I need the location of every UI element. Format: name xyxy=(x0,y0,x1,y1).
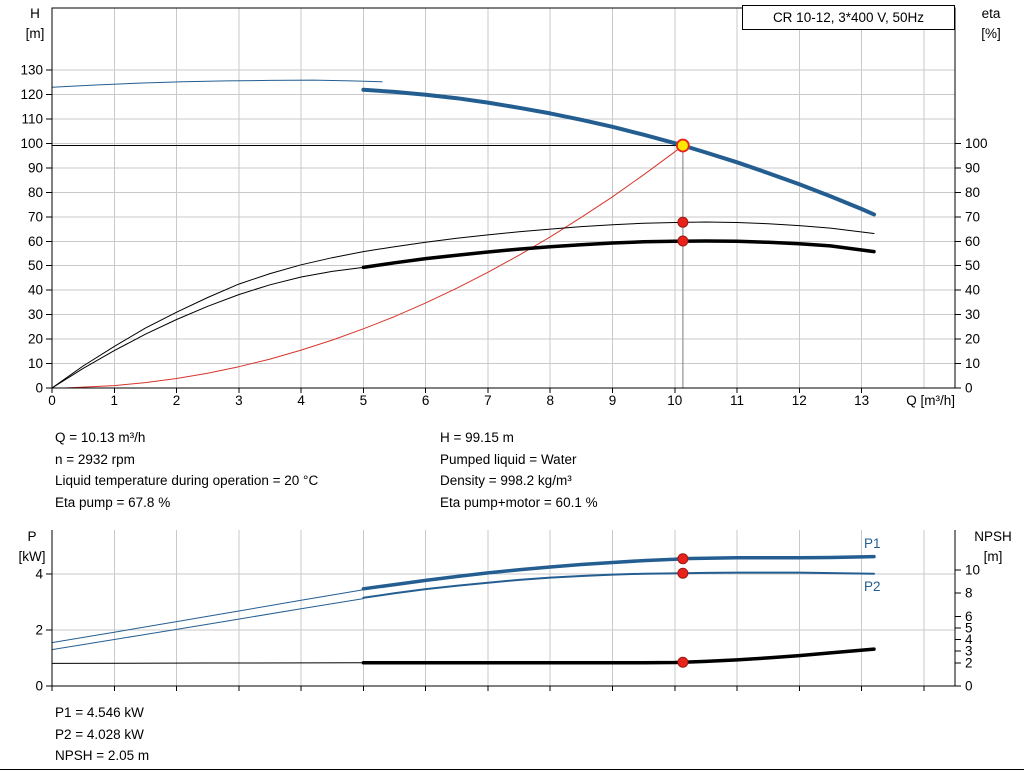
p1-curve-label: P1 xyxy=(864,536,881,551)
bottom-divider xyxy=(0,769,1024,770)
svg-text:1: 1 xyxy=(111,393,119,408)
svg-text:5: 5 xyxy=(360,393,368,408)
p2-curve-label: P2 xyxy=(864,579,881,594)
svg-text:12: 12 xyxy=(792,393,807,408)
svg-text:50: 50 xyxy=(28,258,43,273)
info-density: Density = 998.2 kg/m³ xyxy=(440,473,572,488)
svg-text:9: 9 xyxy=(609,393,617,408)
hq-eta-chart-canvas: 0 1 2 3 4 5 6 7 8 9 10 11 12 130102030405060708090100… xyxy=(20,7,988,408)
pump-model-box: CR 10-12, 3*400 V, 50Hz xyxy=(742,5,955,30)
npsh-axis-unit: [m] xyxy=(983,549,1003,564)
eta-axis-unit: [%] xyxy=(981,26,1001,41)
svg-text:4: 4 xyxy=(965,632,973,647)
h-axis-unit: [m] xyxy=(25,26,45,41)
svg-text:6: 6 xyxy=(422,393,430,408)
svg-text:5: 5 xyxy=(965,620,973,635)
duty-info-right-column: H = 99.15 m Pumped liquid = Water Densit… xyxy=(440,427,598,513)
svg-text:50: 50 xyxy=(965,258,980,273)
svg-text:90: 90 xyxy=(28,160,43,175)
power-info-column: P1 = 4.546 kW P2 = 4.028 kW NPSH = 2.05 … xyxy=(55,702,149,767)
svg-text:100: 100 xyxy=(965,136,988,151)
svg-text:3: 3 xyxy=(235,393,243,408)
info-liquid-temperature: Liquid temperature during operation = 20… xyxy=(55,473,319,488)
svg-text:0: 0 xyxy=(48,393,56,408)
info-eta-pump: Eta pump = 67.8 % xyxy=(55,494,171,510)
svg-text:10: 10 xyxy=(28,356,43,371)
svg-text:80: 80 xyxy=(28,185,43,200)
svg-text:30: 30 xyxy=(28,307,43,322)
p-axis-unit: [kW] xyxy=(18,549,46,564)
svg-text:20: 20 xyxy=(28,332,43,347)
svg-text:7: 7 xyxy=(484,393,492,408)
svg-text:20: 20 xyxy=(965,332,980,347)
svg-text:40: 40 xyxy=(965,283,980,298)
svg-text:Q [m³/h]: Q [m³/h] xyxy=(906,393,955,408)
svg-text:110: 110 xyxy=(21,112,43,127)
svg-text:0: 0 xyxy=(965,679,973,694)
svg-text:0: 0 xyxy=(35,381,43,396)
svg-text:6: 6 xyxy=(965,609,973,624)
svg-text:3: 3 xyxy=(965,644,973,659)
svg-text:40: 40 xyxy=(28,283,43,298)
svg-text:10: 10 xyxy=(667,393,682,408)
info-p1: P1 = 4.546 kW xyxy=(55,705,144,720)
info-head: H = 99.15 m xyxy=(440,430,514,445)
h-axis-label: H [m] xyxy=(14,4,56,44)
svg-text:60: 60 xyxy=(965,234,980,249)
info-pumped-liquid: Pumped liquid = Water xyxy=(440,451,577,467)
svg-text:70: 70 xyxy=(28,209,43,224)
npsh-axis-label: NPSH [m] xyxy=(964,527,1022,567)
svg-text:10: 10 xyxy=(965,562,980,577)
svg-text:13: 13 xyxy=(854,393,869,408)
svg-text:80: 80 xyxy=(965,185,980,200)
svg-text:4: 4 xyxy=(35,566,43,581)
p-axis-symbol: P xyxy=(27,529,37,544)
svg-text:2: 2 xyxy=(965,655,973,670)
p-axis-label: P [kW] xyxy=(8,527,56,567)
svg-text:0: 0 xyxy=(965,381,973,396)
svg-text:2: 2 xyxy=(35,622,43,637)
npsh-axis-symbol: NPSH xyxy=(974,529,1012,544)
info-speed: n = 2932 rpm xyxy=(55,451,135,467)
h-axis-symbol: H xyxy=(30,6,40,21)
svg-text:30: 30 xyxy=(965,307,980,322)
svg-text:10: 10 xyxy=(965,356,980,371)
eta-axis-label: eta [%] xyxy=(966,4,1016,44)
info-npsh: NPSH = 2.05 m xyxy=(55,748,150,763)
duty-info-left-column: Q = 10.13 m³/h n = 2932 rpm Liquid tempe… xyxy=(55,427,318,513)
svg-text:2: 2 xyxy=(173,393,181,408)
svg-text:100: 100 xyxy=(20,136,43,151)
svg-text:90: 90 xyxy=(965,160,980,175)
svg-text:120: 120 xyxy=(20,87,43,102)
svg-text:8: 8 xyxy=(965,586,973,601)
svg-text:8: 8 xyxy=(546,393,554,408)
svg-text:11: 11 xyxy=(730,393,744,408)
svg-text:4: 4 xyxy=(297,393,305,408)
svg-text:60: 60 xyxy=(28,234,43,249)
svg-text:70: 70 xyxy=(965,209,980,224)
info-flow: Q = 10.13 m³/h xyxy=(55,430,146,445)
info-eta-pump-motor: Eta pump+motor = 60.1 % xyxy=(440,494,598,510)
pump-model-title: CR 10-12, 3*400 V, 50Hz xyxy=(772,10,925,25)
svg-text:0: 0 xyxy=(35,679,43,694)
eta-axis-symbol: eta xyxy=(981,6,1001,21)
info-p2: P2 = 4.028 kW xyxy=(55,726,144,742)
svg-text:130: 130 xyxy=(20,63,43,78)
